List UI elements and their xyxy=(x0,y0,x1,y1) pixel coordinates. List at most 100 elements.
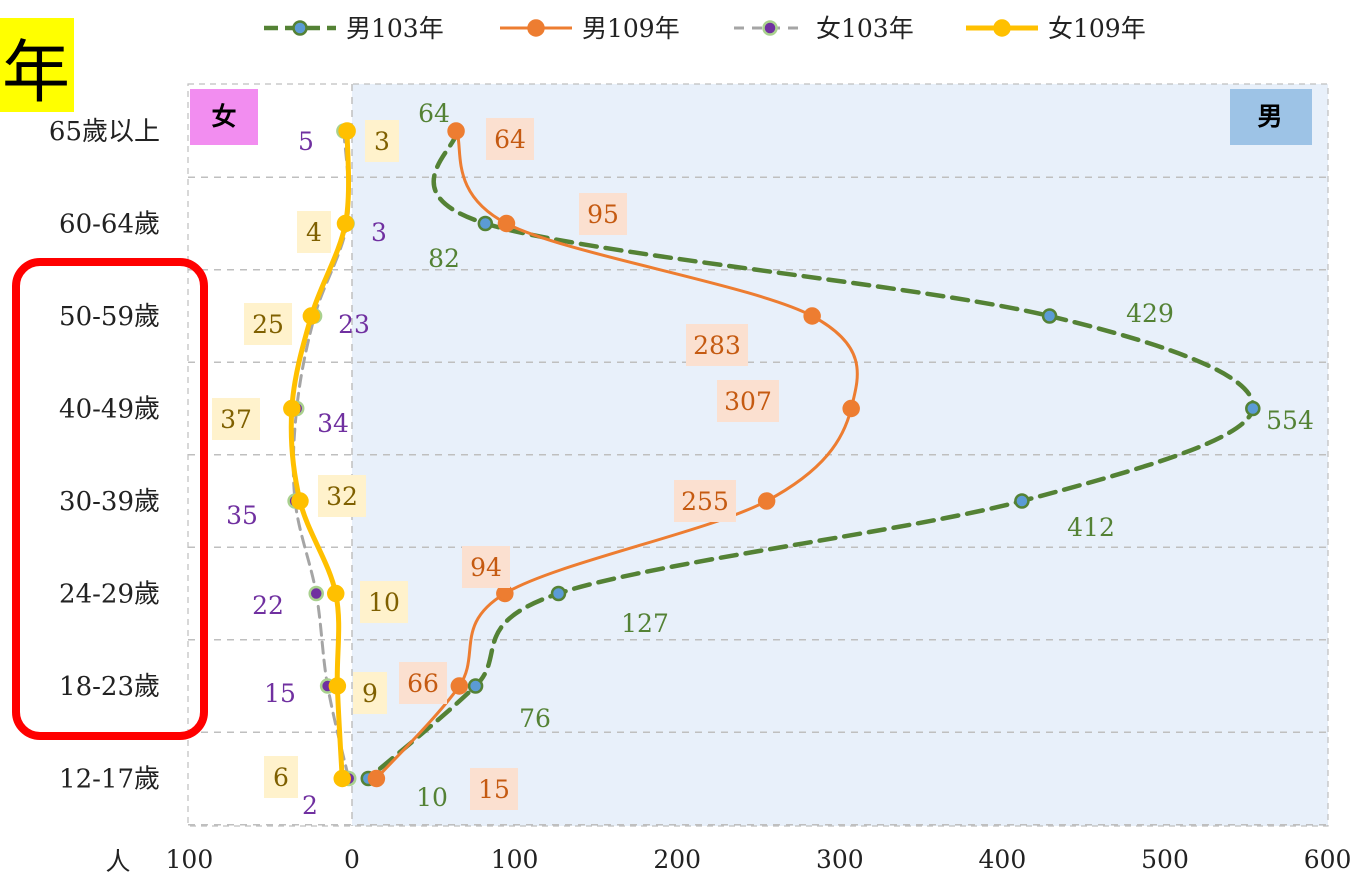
data-label: 22 xyxy=(252,591,284,620)
x-tick-label: 400 xyxy=(979,845,1027,874)
data-point xyxy=(550,585,567,602)
male-label-box xyxy=(1230,89,1312,145)
data-label: 283 xyxy=(693,331,741,360)
data-label: 10 xyxy=(368,588,400,617)
data-point xyxy=(496,584,514,603)
data-label: 15 xyxy=(478,775,510,804)
x-tick-label: 200 xyxy=(653,845,701,874)
data-label: 76 xyxy=(519,704,551,733)
data-label: 9 xyxy=(362,679,378,708)
data-point xyxy=(1014,493,1030,509)
data-label: 64 xyxy=(418,99,450,128)
x-tick-label: 300 xyxy=(816,845,864,874)
corner-label-box xyxy=(0,18,74,112)
data-label-box xyxy=(318,475,366,517)
y-tick-label: 18-23歲 xyxy=(59,672,160,702)
data-point xyxy=(291,492,309,510)
data-label: 94 xyxy=(470,553,502,582)
legend-entry: 女103年 xyxy=(816,14,914,43)
female-region-label: 女 xyxy=(211,102,236,131)
legend-entry: 男103年 xyxy=(346,14,444,43)
data-label: 3 xyxy=(371,218,387,247)
data-label-box xyxy=(244,303,292,345)
highlight-box xyxy=(12,258,208,740)
data-label: 6 xyxy=(273,763,289,792)
series-line-male-103 xyxy=(366,128,1256,781)
data-label: 95 xyxy=(587,200,619,229)
y-tick-label: 40-49歲 xyxy=(59,395,160,425)
data-label-box xyxy=(297,211,331,253)
legend-marker xyxy=(527,19,545,37)
data-point xyxy=(447,122,465,140)
data-label-box xyxy=(470,768,518,810)
data-label: 66 xyxy=(407,669,439,698)
data-point xyxy=(1245,400,1261,417)
female-label-box xyxy=(190,89,258,145)
data-point xyxy=(308,585,324,602)
data-label-box xyxy=(399,662,447,704)
data-point xyxy=(497,214,516,233)
data-point xyxy=(757,492,776,510)
y-tick-label: 60-64歲 xyxy=(59,210,160,240)
data-label-box xyxy=(264,756,298,798)
data-point xyxy=(338,122,356,140)
data-label: 25 xyxy=(252,310,284,339)
x-tick-label: 100 xyxy=(491,845,539,874)
legend-entry: 男109年 xyxy=(582,14,680,43)
data-label-box xyxy=(717,380,779,422)
data-point xyxy=(333,769,351,788)
data-label: 64 xyxy=(494,125,526,154)
data-label-box xyxy=(486,118,534,160)
data-label-box xyxy=(462,546,510,588)
data-label: 82 xyxy=(428,244,460,273)
data-label-box xyxy=(212,398,260,440)
data-label: 35 xyxy=(226,501,258,530)
data-label: 23 xyxy=(338,310,370,339)
data-label: 255 xyxy=(681,487,729,516)
data-point xyxy=(326,584,345,603)
data-label-box xyxy=(674,480,736,522)
data-label: 429 xyxy=(1126,299,1174,328)
data-label: 37 xyxy=(220,405,252,434)
y-tick-label: 12-17歲 xyxy=(59,765,160,795)
data-label: 127 xyxy=(621,609,669,638)
y-tick-label: 65歲以上 xyxy=(49,117,160,147)
x-unit-label: 人 xyxy=(105,847,130,876)
data-label: 3 xyxy=(374,127,390,156)
data-label: 15 xyxy=(264,679,296,708)
data-label-box xyxy=(579,193,627,235)
x-tick-label: 600 xyxy=(1304,845,1352,874)
legend-marker xyxy=(762,20,778,36)
y-tick-label: 50-59歲 xyxy=(59,302,160,332)
corner-label: 年 xyxy=(2,34,70,113)
data-point xyxy=(336,214,355,233)
data-label-box xyxy=(353,672,387,714)
data-point xyxy=(302,307,321,325)
data-point xyxy=(367,769,386,788)
data-point xyxy=(477,215,494,232)
data-label: 412 xyxy=(1067,513,1115,542)
data-point xyxy=(842,399,860,418)
x-tick-label: 100 xyxy=(166,845,214,874)
y-tick-label: 30-39歲 xyxy=(59,487,160,517)
data-label: 307 xyxy=(724,387,772,416)
series-line-female-109 xyxy=(288,128,352,781)
data-label: 2 xyxy=(302,791,318,820)
data-label: 554 xyxy=(1266,406,1314,435)
data-point xyxy=(467,678,484,694)
data-point xyxy=(450,677,469,695)
data-label-box xyxy=(686,324,748,366)
data-point xyxy=(328,677,347,695)
data-point xyxy=(803,307,821,325)
legend-entry: 女109年 xyxy=(1048,14,1146,43)
data-label: 34 xyxy=(317,409,349,438)
legend-marker xyxy=(993,19,1011,37)
data-label-box xyxy=(365,120,399,162)
series-line-male-109 xyxy=(374,129,859,780)
x-tick-label: 0 xyxy=(344,845,360,874)
male-region-label: 男 xyxy=(1257,102,1282,131)
data-label: 5 xyxy=(298,127,314,156)
data-point xyxy=(1041,308,1058,324)
